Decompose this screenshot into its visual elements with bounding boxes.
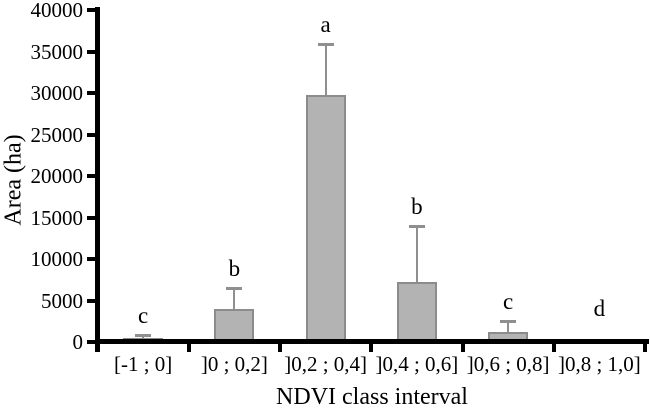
x-axis-tick	[95, 344, 100, 352]
x-axis-tick-label: ]0 ; 0,2]	[200, 352, 268, 376]
x-axis-tick	[460, 344, 465, 352]
x-axis-tick	[369, 344, 374, 352]
error-bar-line	[233, 288, 236, 310]
significance-letter: c	[503, 289, 514, 315]
y-axis-tick-label: 15000	[30, 205, 84, 230]
y-axis-tick-label: 35000	[30, 39, 84, 64]
bar-]0 ; 0,2]	[214, 309, 255, 342]
error-bar-cap	[135, 334, 152, 338]
significance-letter: b	[411, 193, 423, 219]
error-bar-cap	[408, 224, 425, 228]
bar-]0,2 ; 0,4]	[305, 95, 346, 342]
y-axis-tick	[87, 298, 96, 303]
error-bar-cap	[317, 43, 334, 47]
x-axis-tick	[186, 344, 191, 352]
significance-letter: b	[228, 256, 241, 282]
significance-letter: a	[320, 12, 331, 38]
x-axis-tick	[643, 344, 647, 352]
y-axis-tick-label: 5000	[41, 288, 83, 313]
x-axis-tick-label: [-1 ; 0]	[113, 352, 173, 376]
y-axis-tick-label: 40000	[30, 0, 84, 22]
y-axis-tick-label: 25000	[30, 122, 84, 147]
y-axis-tick	[87, 215, 96, 220]
y-axis-tick-label: 30000	[30, 81, 84, 105]
x-axis-line	[95, 339, 649, 344]
y-axis-tick-label: 0	[72, 330, 84, 354]
error-bar-cap	[226, 287, 243, 291]
error-bar-cap	[500, 320, 517, 324]
y-axis-tick	[87, 174, 96, 178]
y-axis-tick-label: 10000	[30, 247, 84, 271]
x-axis-tick	[551, 344, 556, 352]
x-axis-tick-label: ]0,8 ; 1,0]	[557, 352, 641, 376]
y-axis-tick	[87, 49, 96, 54]
error-bar-line	[415, 225, 418, 283]
y-axis-tick	[87, 340, 96, 344]
y-axis-tick	[87, 91, 96, 95]
bar-]0,4 ; 0,6]	[396, 282, 437, 342]
x-axis-title: NDVI class interval	[276, 384, 468, 410]
x-axis-tick	[278, 344, 282, 352]
y-axis-line	[95, 7, 100, 352]
error-bar-line	[324, 44, 327, 96]
y-axis-tick-label: 20000	[30, 164, 84, 188]
y-axis-tick	[87, 257, 96, 261]
significance-letter: d	[593, 296, 606, 321]
x-axis-tick-label: ]0,6 ; 0,8]	[466, 352, 550, 376]
error-bar-line	[507, 321, 510, 333]
x-axis-tick-label: ]0,2 ; 0,4]	[284, 352, 368, 376]
y-axis-tick	[87, 132, 96, 137]
x-axis-tick-label: ]0,4 ; 0,6]	[375, 352, 459, 376]
significance-letter: c	[138, 303, 149, 329]
y-axis-tick	[87, 8, 96, 12]
